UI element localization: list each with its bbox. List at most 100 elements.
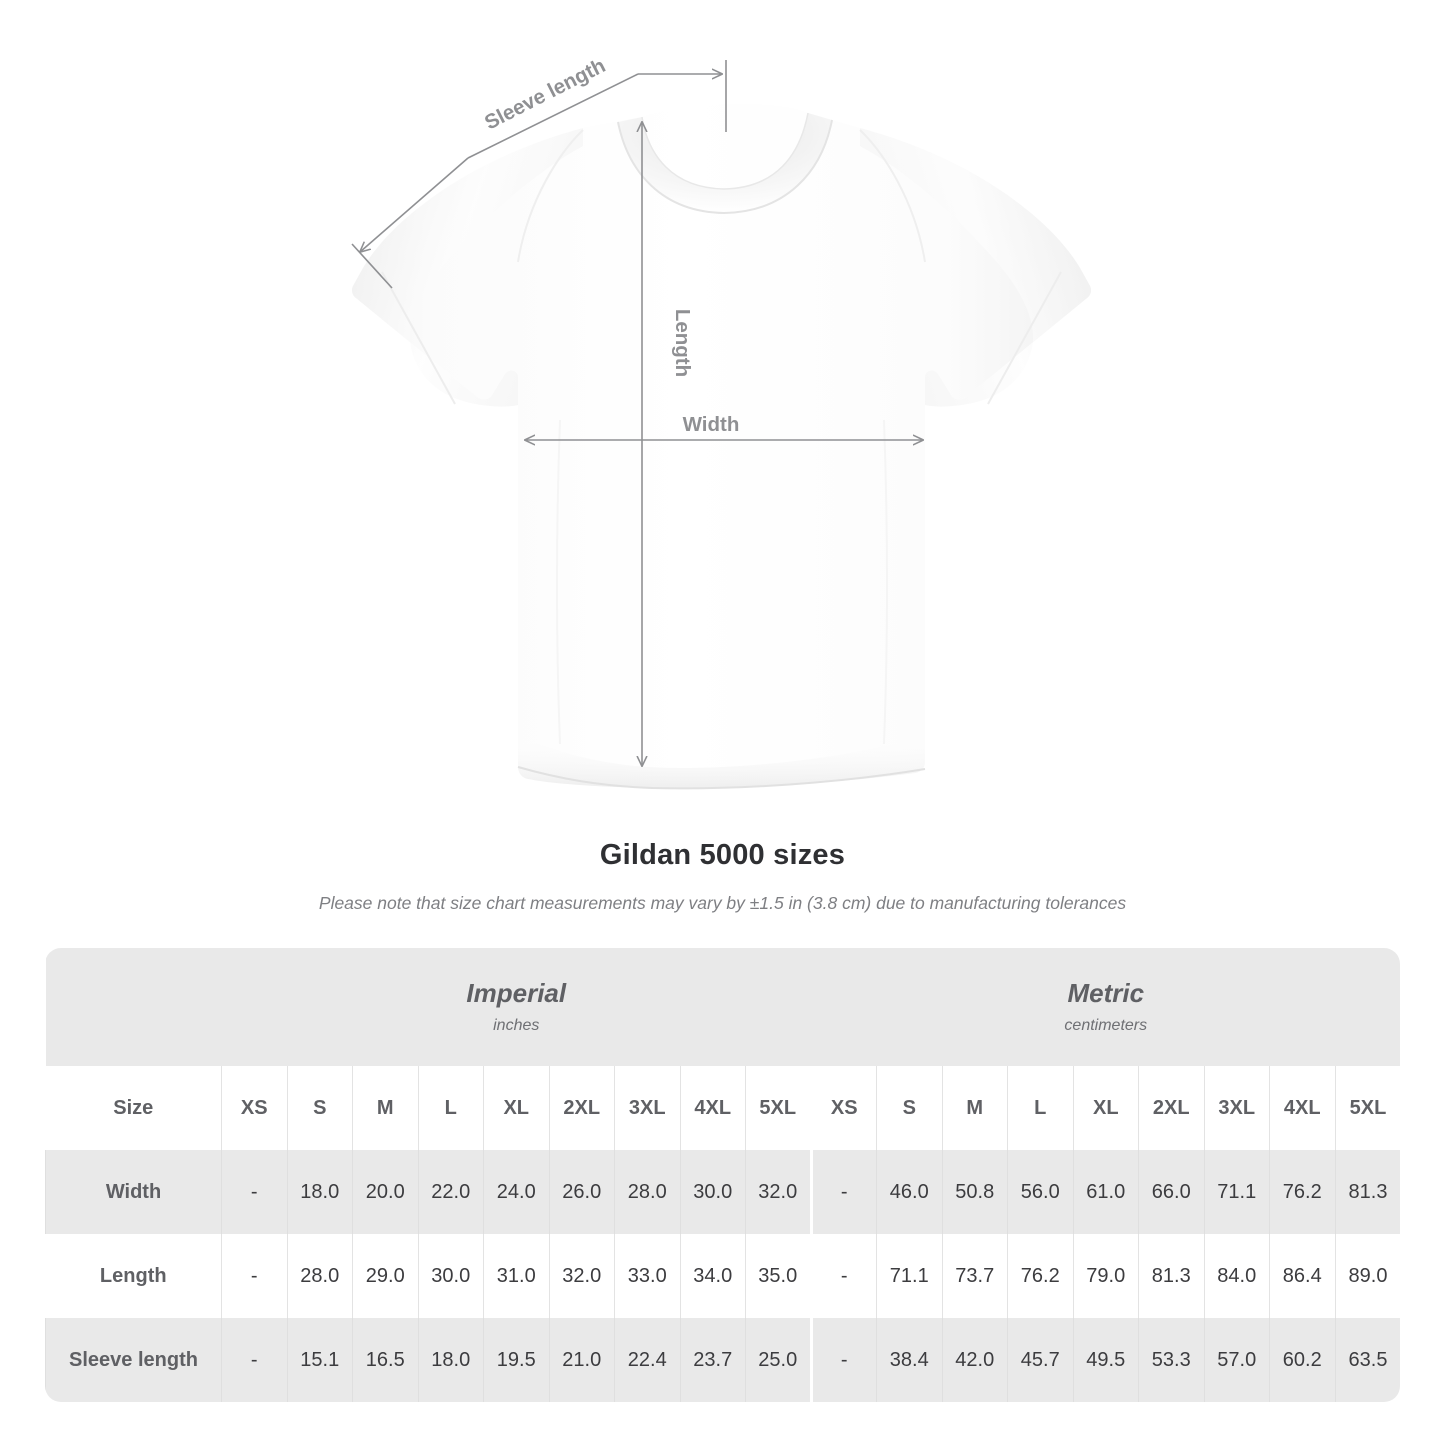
cell-sleeve-length-imperial-m: 16.5 [352,1318,418,1402]
size-header-imperial-s: S [286,1066,353,1150]
tolerance-note: Please note that size chart measurements… [318,893,1127,913]
cell-length-imperial-3xl: 33.0 [614,1234,680,1318]
units-band-spacer [45,948,222,1066]
cell-sleeve-length-imperial-xl: 19.5 [483,1318,549,1402]
size-header-imperial-m: M [352,1066,418,1150]
sleeve-length-label: Sleeve length [481,54,609,134]
cell-sleeve-length-imperial-xs: - [221,1318,287,1402]
size-header-imperial-xs: XS [221,1066,287,1150]
title-block: Gildan 5000 sizes Please note that size … [0,838,1445,914]
cell-length-metric-l: 76.2 [1007,1234,1074,1318]
tshirt-left-cuff-seam [381,271,456,405]
cell-length-imperial-l: 30.0 [417,1234,484,1318]
cell-length-metric-xl: 79.0 [1072,1234,1139,1318]
cell-length-metric-3xl: 84.0 [1203,1234,1270,1318]
cell-sleeve-length-metric-5xl: 63.5 [1334,1318,1400,1402]
cell-width-imperial-xl: 24.0 [483,1150,549,1234]
cell-length-imperial-5xl: 35.0 [745,1234,812,1318]
cell-sleeve-length-metric-m: 42.0 [941,1318,1008,1402]
cell-width-metric-m: 50.8 [941,1150,1008,1234]
size-header-metric-5xl: 5XL [1334,1066,1400,1150]
size-header-imperial-2xl: 2XL [548,1066,615,1150]
length-label: Length [671,309,694,377]
tshirt-hem-shadow [518,735,925,789]
size-chart-table-wrapper: Imperial inches Metric centimeters Size XS S M L… [45,948,1400,1402]
cell-width-metric-xs: - [809,1150,877,1234]
tshirt-right-shoulder-seam [859,129,926,263]
size-chart-table: Imperial inches Metric centimeters Size XS S M L… [45,948,1400,1402]
cell-length-imperial-4xl: 34.0 [679,1234,746,1318]
sleeve-diagonal-line [467,73,639,159]
cell-sleeve-length-imperial-5xl: 25.0 [745,1318,812,1402]
size-header-imperial-5xl: 5XL [745,1066,812,1150]
unit-system-name: Imperial [466,978,567,1008]
tshirt-left-shoulder-seam [517,129,584,263]
cell-sleeve-length-metric-xs: - [809,1318,877,1402]
table-row: Width -18.0 20.0 22.0 24.0 26.0 28.0 30.0 32.0-4… [45,1150,1400,1234]
cell-sleeve-length-metric-l: 45.7 [1007,1318,1074,1402]
cell-length-imperial-xl: 31.0 [483,1234,549,1318]
unit-system-sublabel: centimeters [1064,1017,1148,1034]
cell-width-imperial-3xl: 28.0 [614,1150,680,1234]
size-header-metric-xs: XS [809,1066,877,1150]
cell-width-imperial-l: 22.0 [417,1150,484,1234]
size-header-metric-l: L [1007,1066,1074,1150]
unit-system-sublabel: inches [493,1017,540,1034]
cell-width-imperial-2xl: 26.0 [548,1150,615,1234]
cell-width-metric-5xl: 81.3 [1334,1150,1400,1234]
size-column-header: Size [45,1066,222,1150]
units-band-row: Imperial inches Metric centimeters [45,948,1400,1066]
page-title: Gildan 5000 sizes [599,839,846,871]
size-header-metric-m: M [941,1066,1008,1150]
cell-width-imperial-m: 20.0 [352,1150,418,1234]
cell-length-imperial-m: 29.0 [352,1234,418,1318]
size-header-metric-2xl: 2XL [1138,1066,1205,1150]
cell-sleeve-length-metric-s: 38.4 [876,1318,943,1402]
tshirt-fold-right [883,419,888,745]
size-header-imperial-l: L [417,1066,484,1150]
cell-width-imperial-xs: - [221,1150,287,1234]
row-label-width: Width [45,1150,222,1234]
cell-width-metric-xl: 61.0 [1072,1150,1139,1234]
tshirt-fold-left [556,419,561,745]
cell-length-imperial-2xl: 32.0 [548,1234,615,1318]
units-band-imperial: Imperial inches [221,948,812,1066]
row-label-sleeve-length: Sleeve length [45,1318,222,1402]
tshirt-right-sleeve [860,128,1091,407]
cell-width-metric-l: 56.0 [1007,1150,1074,1234]
cell-width-metric-4xl: 76.2 [1269,1150,1336,1234]
tshirt-left-sleeve [352,128,583,407]
cell-width-imperial-5xl: 32.0 [745,1150,812,1234]
width-label: Width [683,413,740,436]
size-header-metric-4xl: 4XL [1269,1066,1336,1150]
tshirt-collar [618,113,832,213]
cell-length-metric-s: 71.1 [876,1234,943,1318]
table-row: Length -28.0 29.0 30.0 31.0 32.0 33.0 34.0 35.0-… [45,1234,1400,1318]
size-header-metric-xl: XL [1072,1066,1139,1150]
cell-sleeve-length-metric-4xl: 60.2 [1269,1318,1336,1402]
table-row: Sleeve length -15.1 16.5 18.0 19.5 21.0 22.4 23… [45,1318,1400,1402]
tshirt-right-cuff-seam [987,271,1062,405]
cell-length-metric-xs: - [809,1234,877,1318]
size-header-metric-s: S [876,1066,943,1150]
unit-system-name: Metric [1067,978,1145,1008]
measurement-annotations: Sleeve length Length Width [351,54,1445,830]
units-band-metric: Metric centimeters [811,948,1400,1066]
cell-length-imperial-s: 28.0 [286,1234,353,1318]
size-header-imperial-4xl: 4XL [679,1066,746,1150]
cell-length-metric-5xl: 89.0 [1334,1234,1400,1318]
size-header-imperial-xl: XL [483,1066,549,1150]
cell-sleeve-length-imperial-4xl: 23.7 [679,1318,746,1402]
cell-sleeve-length-imperial-3xl: 22.4 [614,1318,680,1402]
cell-sleeve-length-imperial-s: 15.1 [286,1318,353,1402]
cell-sleeve-length-metric-2xl: 53.3 [1138,1318,1205,1402]
cell-sleeve-length-metric-xl: 49.5 [1072,1318,1139,1402]
size-header-imperial-3xl: 3XL [614,1066,680,1150]
cell-length-metric-m: 73.7 [941,1234,1008,1318]
tshirt-collar-outer-edge [641,112,809,190]
cell-width-metric-2xl: 66.0 [1138,1150,1205,1234]
tshirt-collar-inner-edge [617,119,833,215]
cell-length-metric-4xl: 86.4 [1269,1234,1336,1318]
cell-width-imperial-s: 18.0 [286,1150,353,1234]
cell-width-imperial-4xl: 30.0 [679,1150,746,1234]
